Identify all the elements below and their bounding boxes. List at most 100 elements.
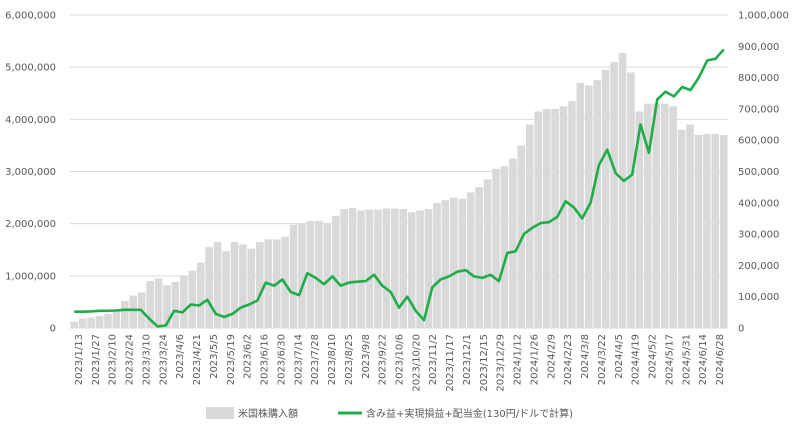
bar: [475, 187, 483, 328]
right-axis-ticks: 0 100,000 200,000 300,000 400,000 500,000 600,…: [738, 11, 789, 335]
right-tick-label: 1,000,000: [738, 11, 789, 22]
x-tick-label: 2024/1/12: [513, 334, 524, 385]
left-tick-label: 0: [50, 324, 56, 335]
bar: [534, 111, 542, 328]
bar: [196, 262, 205, 328]
bar: [340, 209, 348, 328]
x-tick-label: 2023/4/21: [192, 334, 203, 385]
right-tick-label: 0: [738, 324, 744, 335]
bar: [374, 209, 382, 328]
x-tick-label: 2023/7/28: [310, 334, 321, 385]
x-tick-label: 2023/10/6: [395, 334, 406, 385]
bar: [205, 247, 213, 328]
bar: [331, 215, 340, 328]
bar: [78, 318, 87, 328]
x-tick-label: 2023/5/5: [209, 334, 220, 379]
bar: [703, 133, 711, 328]
bar: [87, 317, 95, 328]
left-tick-label: 4,000,000: [5, 115, 56, 126]
bar: [694, 134, 703, 328]
right-tick-label: 500,000: [738, 167, 779, 178]
x-tick-label: 2024/5/17: [664, 334, 675, 385]
x-tick-label: 2023/7/14: [293, 334, 304, 385]
x-tick-label: 2023/2/24: [125, 334, 136, 385]
bar: [669, 106, 677, 329]
bar: [180, 275, 188, 328]
x-tick-label: 2023/11/2: [428, 334, 439, 385]
bar: [146, 281, 154, 328]
bar: [357, 210, 365, 328]
left-tick-label: 6,000,000: [5, 11, 56, 22]
bar: [483, 179, 492, 328]
bar: [365, 209, 374, 328]
x-tick-label: 2023/3/24: [158, 334, 169, 385]
bar: [163, 285, 171, 328]
bar: [492, 168, 500, 328]
bar: [652, 103, 661, 328]
x-tick-label: 2024/4/5: [614, 334, 625, 379]
bar: [450, 197, 458, 328]
x-tick-label: 2023/8/10: [327, 334, 338, 385]
bar: [399, 209, 408, 328]
x-tick-label: 2023/12/29: [496, 334, 507, 392]
right-tick-label: 300,000: [738, 230, 779, 241]
bar: [576, 82, 585, 328]
bar: [627, 72, 635, 328]
gridlines: [70, 14, 728, 329]
right-tick-label: 600,000: [738, 136, 779, 147]
x-tick-label: 2023/2/10: [108, 334, 119, 385]
x-tick-label: 2023/6/2: [243, 334, 254, 379]
bar-series-purchase: [70, 53, 728, 329]
bar: [407, 212, 416, 328]
x-tick-label: 2023/1/27: [91, 334, 102, 385]
bar: [635, 111, 644, 328]
left-tick-label: 5,000,000: [5, 63, 56, 74]
x-tick-label: 2023/4/6: [175, 334, 186, 379]
right-tick-label: 700,000: [738, 104, 779, 115]
x-tick-label: 2023/11/17: [445, 334, 456, 392]
bar: [315, 221, 323, 328]
line-series-profit: [74, 48, 725, 328]
bar: [525, 124, 534, 328]
bar: [222, 251, 230, 328]
x-tick-label: 2023/1/13: [74, 334, 85, 385]
bar: [213, 241, 222, 328]
bar: [390, 208, 399, 328]
bar: [559, 106, 568, 329]
bar: [121, 300, 129, 328]
bar: [129, 295, 138, 328]
profit-line: [74, 48, 725, 328]
bar: [601, 69, 610, 329]
bar: [247, 248, 256, 328]
x-tick-label: 2023/8/25: [344, 334, 355, 385]
x-tick-label: 2023/9/8: [361, 334, 372, 379]
bar: [416, 210, 424, 328]
bar: [154, 278, 163, 328]
left-tick-label: 1,000,000: [5, 271, 56, 282]
legend: 米国株購入額 含み益+実現損益+配当金(130円/ドルで計算): [206, 407, 573, 420]
bar: [230, 241, 239, 328]
bar: [719, 134, 728, 328]
x-tick-label: 2023/9/22: [378, 334, 389, 385]
bar: [568, 101, 576, 328]
right-tick-label: 100,000: [738, 292, 779, 303]
bar: [686, 124, 694, 328]
x-tick-label: 2023/10/20: [411, 334, 422, 392]
x-tick-label: 2024/6/14: [698, 334, 709, 385]
bar: [112, 310, 121, 328]
bar: [593, 80, 602, 328]
bar: [95, 316, 104, 328]
x-tick-label: 2023/5/19: [226, 334, 237, 385]
x-tick-label: 2024/4/19: [631, 334, 642, 385]
bar: [382, 208, 391, 328]
bar: [433, 202, 441, 328]
bar: [660, 103, 669, 328]
right-tick-label: 400,000: [738, 198, 779, 209]
x-axis-ticks: 2023/1/13 2023/1/27 2023/2/10 2023/2/24 2023…: [74, 334, 726, 392]
bar: [256, 241, 264, 328]
left-axis-ticks: 0 1,000,000 2,000,000 3,000,000 4,000,000 5,0…: [5, 11, 56, 335]
left-tick-label: 2,000,000: [5, 219, 56, 230]
x-tick-label: 2024/5/2: [648, 334, 659, 379]
bar: [298, 223, 306, 328]
